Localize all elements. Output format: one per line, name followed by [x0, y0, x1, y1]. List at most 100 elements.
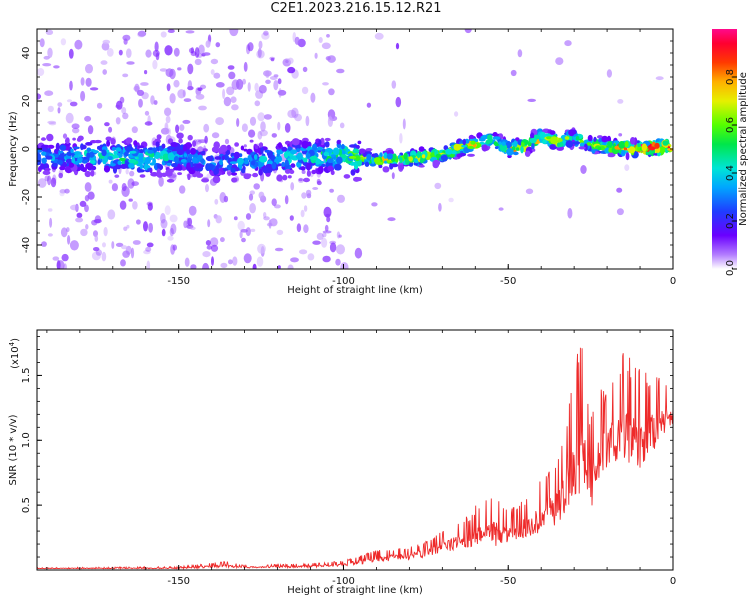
spectrogram-noise-blob [173, 79, 180, 88]
spectrogram-noise-blob [263, 114, 272, 120]
spectrogram-noise-blob [287, 57, 294, 64]
spectrogram-noise-blob [222, 88, 226, 99]
spectrogram-noise-blob [121, 245, 128, 250]
spectrogram-noise-blob [115, 117, 121, 125]
spectrogram-noise-blob [44, 175, 50, 182]
colorbar-tick-label: 0.2 [725, 213, 736, 229]
spectrogram-noise-blob [111, 183, 118, 192]
spectrogram-noise-blob [242, 78, 247, 85]
spectrogram-ridge-blob [237, 157, 244, 165]
spectrogram-ridge-blob [430, 156, 438, 161]
spectrogram-noise-blob [337, 194, 345, 203]
spectrogram-noise-blob [84, 115, 92, 122]
spectrogram-noise-blob [271, 133, 277, 138]
spectrogram-ridge-blob [107, 156, 113, 160]
spectrogram-noise-blob [322, 232, 327, 238]
spectrogram-noise-blob [108, 126, 113, 133]
spectrogram-noise-blob [215, 42, 221, 48]
spectrogram-noise-blob [210, 69, 215, 75]
spectrogram-ridge-blob [156, 172, 164, 178]
spectrogram-noise-blob [464, 29, 472, 34]
spectrogram-ridge-blob [72, 137, 76, 141]
spectrogram-noise-blob [301, 170, 306, 174]
spectrogram-noise-blob [226, 86, 235, 96]
spectrogram-noise-blob [131, 181, 139, 187]
spectrogram-noise-blob [202, 52, 211, 56]
spectrogram-ridge-blob [468, 134, 475, 140]
spectrogram-noise-blob [263, 70, 272, 77]
spectrogram-ridge-blob [84, 170, 92, 178]
spectrogram-noise-blob [53, 65, 60, 69]
spectrogram-noise-blob [616, 208, 624, 216]
spectrogram-x-tick-label: -100 [332, 276, 355, 287]
spectrogram-ridge-blob [284, 168, 291, 174]
spectrogram-noise-blob [72, 127, 80, 134]
spectrogram-ridge-blob [125, 137, 133, 144]
snr-panel: -150 -100 -50 0 0.5 1.0 1.5 Height of straight… [8, 329, 676, 596]
spectrogram-noise-blob [263, 30, 269, 36]
spectrogram-ridge-blob [349, 144, 357, 148]
spectrogram-noise-blob [510, 69, 517, 77]
spectrogram-noise-blob [164, 122, 168, 131]
spectrogram-noise-blob [172, 244, 177, 251]
spectrogram-noise-blob [44, 90, 54, 96]
spectrogram-noise-blob [108, 179, 113, 184]
spectrogram-noise-blob [230, 96, 237, 103]
spectrogram-noise-blob [189, 226, 196, 230]
spectrogram-ridge-blob [564, 136, 570, 140]
spectrogram-noise-blob [310, 92, 316, 103]
spectrogram-noise-blob [66, 99, 73, 103]
spectrogram-noise-blob [66, 227, 70, 233]
spectrogram-ridge-blob [41, 151, 47, 156]
spectrogram-ridge-blob [77, 135, 84, 141]
spectrogram-ridge-blob [309, 155, 318, 161]
spectrogram-noise-blob [366, 102, 372, 108]
spectrogram-noise-blob [50, 177, 57, 188]
spectrogram-ridge-blob [86, 147, 92, 153]
spectrogram-ridge-blob [195, 163, 203, 169]
spectrogram-noise-blob [159, 68, 168, 72]
spectrogram-noise-blob [338, 234, 342, 238]
spectrogram-ridge-blob [102, 156, 109, 163]
spectrogram-ridge-blob [597, 147, 602, 151]
spectrogram-noise-blob [182, 119, 191, 124]
spectrogram-noise-blob [182, 89, 186, 98]
spectrogram-ridge-blob [40, 163, 44, 170]
spectrogram-noise-blob [177, 89, 186, 99]
spectrogram-noise-blob [140, 82, 149, 86]
spectrogram-noise-blob [224, 138, 230, 145]
spectrogram-panel: -150 -100 -50 0 -40 -20 0 20 40 Height of straig… [8, 28, 676, 296]
spectrogram-noise-blob [87, 191, 95, 200]
spectrogram-ridge-blob [641, 143, 647, 152]
spectrogram-noise-blob [132, 240, 141, 245]
spectrogram-noise-blob [291, 107, 299, 119]
spectrogram-noise-blob [329, 188, 334, 193]
spectrogram-noise-blob [305, 115, 310, 127]
spectrogram-ridge-blob [330, 154, 335, 158]
spectrogram-noise-blob [203, 123, 210, 133]
spectrogram-noise-blob [42, 62, 52, 67]
spectrogram-noise-blob [241, 237, 246, 243]
spectrogram-ridge-blob [386, 153, 393, 160]
spectrogram-ridge-blob [296, 161, 302, 168]
spectrogram-noise-blob [57, 102, 63, 107]
spectrogram-noise-blob [454, 111, 459, 117]
spectrogram-ridge-blob [542, 139, 547, 145]
snr-y-scale: (x104) [8, 338, 21, 369]
spectrogram-noise-blob [231, 104, 239, 111]
spectrogram-ridge-blob [197, 154, 203, 160]
spectrogram-noise-blob [94, 235, 99, 242]
spectrogram-ridge-blob [451, 150, 457, 155]
spectrogram-noise-blob [322, 82, 329, 86]
spectrogram-ridge-blob [37, 159, 42, 166]
spectrogram-ridge-blob [260, 146, 264, 154]
spectrogram-noise-blob [227, 65, 235, 70]
spectrogram-noise-blob [169, 214, 178, 223]
spectrogram-ridge-blob [138, 145, 145, 149]
spectrogram-ridge-blob [106, 140, 111, 147]
spectrogram-noise-blob [102, 69, 107, 75]
spectrogram-noise-blob [301, 86, 309, 95]
spectrogram-ridge-blob [373, 157, 381, 164]
spectrogram-ridge-blob [290, 163, 296, 168]
spectrogram-noise-blob [64, 188, 70, 194]
